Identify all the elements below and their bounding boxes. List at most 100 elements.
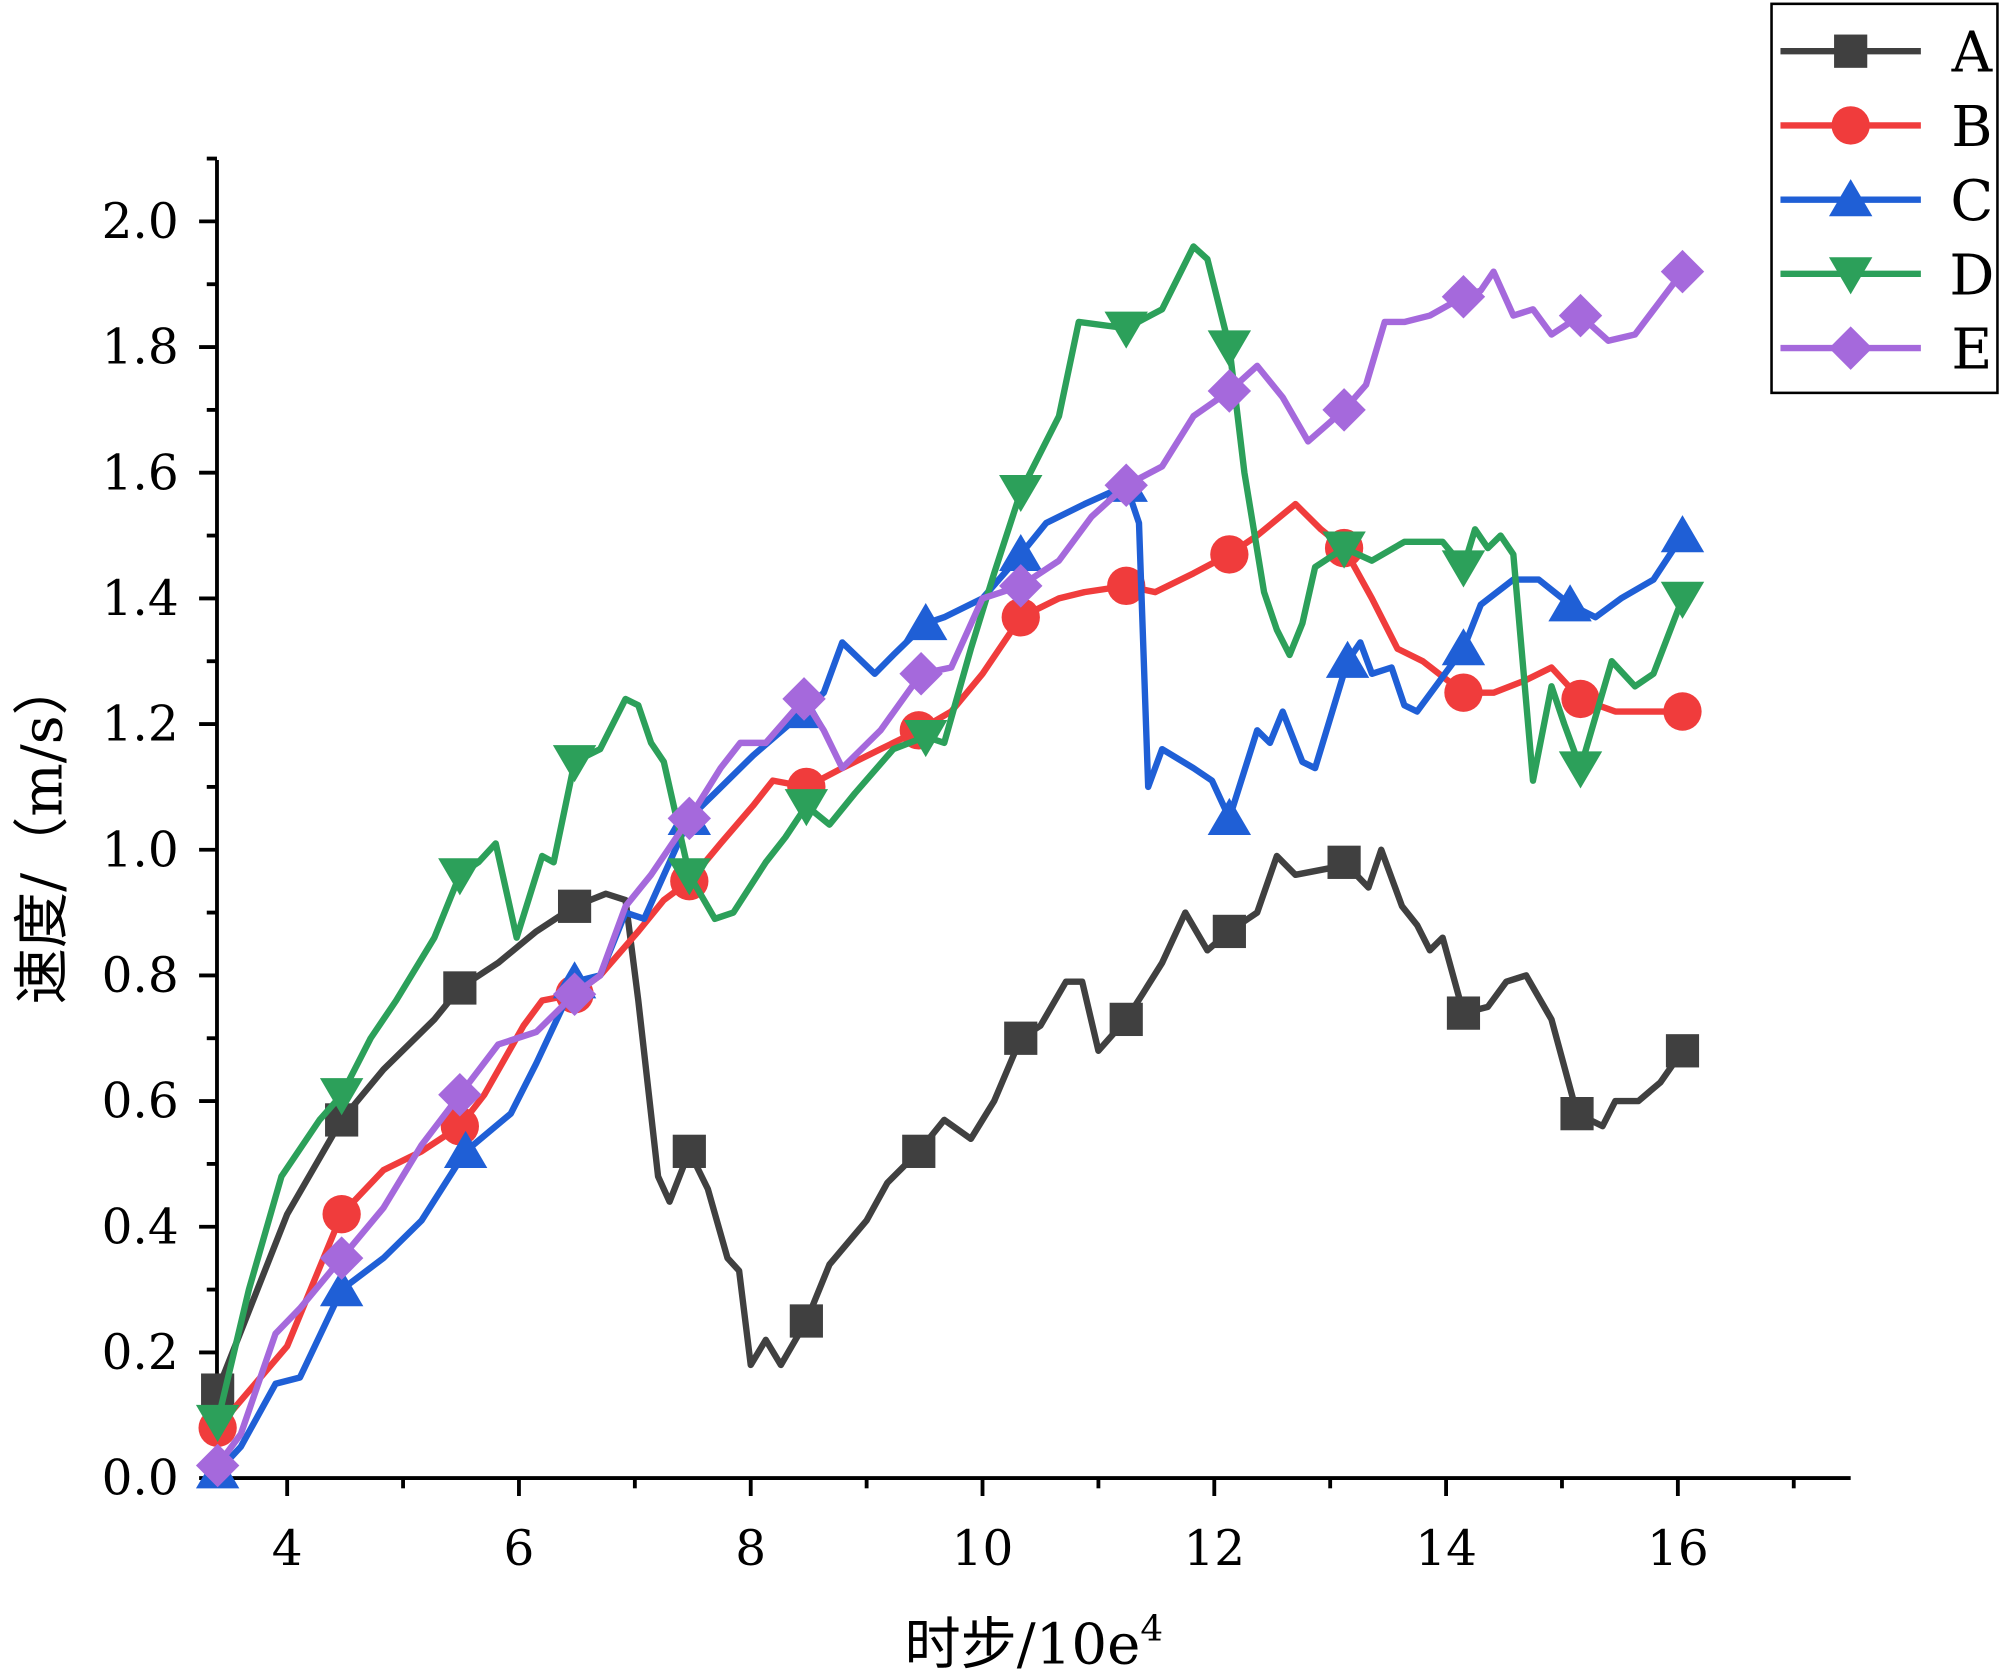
data-point-marker — [1560, 1097, 1594, 1131]
series-a — [201, 845, 1700, 1407]
data-point-marker — [904, 603, 948, 641]
y-tick-label: 1.6 — [102, 445, 179, 501]
y-axis-label: 速度/（m/s） — [10, 659, 75, 1004]
data-point-marker — [438, 1073, 482, 1117]
data-point-marker — [1104, 463, 1148, 508]
data-point-marker — [789, 1304, 823, 1338]
x-axis-label: 时步/10e4 — [905, 1609, 1164, 1678]
data-point-marker — [1446, 996, 1481, 1030]
data-point-marker — [1107, 566, 1146, 606]
legend-marker — [1828, 257, 1873, 295]
x-tick-label: 16 — [1647, 1521, 1709, 1577]
data-point-marker — [443, 1130, 488, 1168]
data-point-marker — [319, 1078, 364, 1116]
data-point-marker — [1444, 673, 1483, 712]
legend-entry-d: D — [1780, 243, 1994, 308]
x-axis-label-superscript: 4 — [1140, 1609, 1163, 1650]
data-point-marker — [1207, 797, 1252, 835]
series-d — [195, 243, 1705, 1443]
legend-entry-b: B — [1780, 95, 1993, 160]
legend-marker — [1834, 34, 1868, 68]
data-point-marker — [999, 474, 1043, 513]
series-b — [198, 500, 1702, 1448]
legend-marker — [1831, 106, 1870, 145]
data-point-marker — [1441, 550, 1486, 588]
legend-label: A — [1951, 21, 1994, 86]
legend-entry-c: C — [1780, 169, 1993, 234]
data-point-marker — [999, 564, 1043, 608]
data-point-marker — [1207, 330, 1252, 368]
legend-label: B — [1951, 95, 1992, 160]
series-line-c — [215, 482, 1686, 1474]
data-point-marker — [195, 1443, 240, 1488]
y-tick-label: 1.8 — [102, 320, 179, 376]
data-point-marker — [1210, 535, 1249, 574]
y-tick-label: 1.2 — [102, 697, 179, 753]
data-point-marker — [782, 677, 826, 721]
data-point-marker — [904, 719, 948, 758]
data-point-marker — [672, 1134, 706, 1168]
y-tick-label: 0.4 — [102, 1199, 179, 1255]
x-tick-label: 6 — [504, 1521, 535, 1577]
data-point-marker — [1004, 1021, 1038, 1055]
series-e — [195, 249, 1705, 1488]
x-tick-label: 12 — [1183, 1521, 1245, 1577]
y-tick-label: 0.8 — [102, 948, 179, 1004]
data-point-marker — [667, 858, 712, 896]
data-point-marker — [1558, 751, 1603, 789]
data-point-marker — [1558, 293, 1603, 338]
legend-label: D — [1949, 243, 1994, 308]
data-point-marker — [667, 796, 712, 841]
y-tick-label: 1.0 — [102, 822, 179, 878]
series-layer — [195, 243, 1705, 1489]
data-point-marker — [1665, 1034, 1700, 1068]
data-point-marker — [1441, 275, 1486, 319]
x-tick-label: 14 — [1415, 1521, 1477, 1577]
data-point-marker — [319, 1236, 364, 1280]
axes: 4 6 8 10 12 14 16 0.0 0.2 0.4 0.6 0.8 1.0 1.2 1.4 1.6 1.… — [102, 156, 1851, 1577]
data-point-marker — [440, 1107, 479, 1146]
data-point-marker — [1322, 388, 1366, 432]
legend-label: E — [1951, 317, 1992, 382]
data-point-marker — [1001, 598, 1040, 637]
data-point-marker — [1660, 515, 1705, 553]
data-point-marker — [557, 889, 592, 923]
data-point-marker — [443, 971, 477, 1005]
data-point-marker — [902, 1134, 936, 1168]
data-point-marker — [319, 1269, 364, 1307]
data-point-marker — [1663, 692, 1702, 731]
y-tick-label: 0.2 — [102, 1325, 179, 1381]
data-point-marker — [999, 533, 1043, 572]
y-tick-label: 0.6 — [102, 1074, 179, 1130]
data-point-marker — [1104, 311, 1148, 349]
legend-marker — [1828, 179, 1873, 217]
data-point-marker — [1327, 845, 1361, 879]
data-point-marker — [1322, 531, 1366, 569]
data-point-marker — [1109, 1002, 1143, 1037]
data-point-marker — [1561, 679, 1600, 719]
legend-entry-a: A — [1780, 21, 1994, 86]
data-point-marker — [784, 789, 829, 827]
data-point-marker — [552, 972, 597, 1017]
data-point-marker — [552, 745, 597, 783]
data-point-marker — [1441, 628, 1486, 666]
x-tick-label: 10 — [952, 1521, 1014, 1577]
data-point-marker — [1212, 914, 1246, 949]
y-tick-label: 0.0 — [102, 1451, 179, 1507]
x-tick-label: 8 — [735, 1521, 766, 1577]
data-point-marker — [322, 1194, 361, 1234]
series-c — [195, 464, 1705, 1489]
data-point-marker — [438, 858, 482, 896]
legend-label: C — [1950, 169, 1993, 234]
series-line-e — [215, 268, 1685, 1468]
data-point-marker — [1548, 584, 1592, 622]
legend-entry-e: E — [1780, 317, 1992, 383]
legend-marker — [1828, 326, 1873, 370]
y-tick-label: 1.4 — [102, 571, 179, 627]
data-point-marker — [1325, 640, 1370, 678]
data-point-marker — [899, 652, 943, 696]
data-point-marker — [195, 1404, 240, 1443]
x-tick-label: 4 — [272, 1521, 303, 1577]
